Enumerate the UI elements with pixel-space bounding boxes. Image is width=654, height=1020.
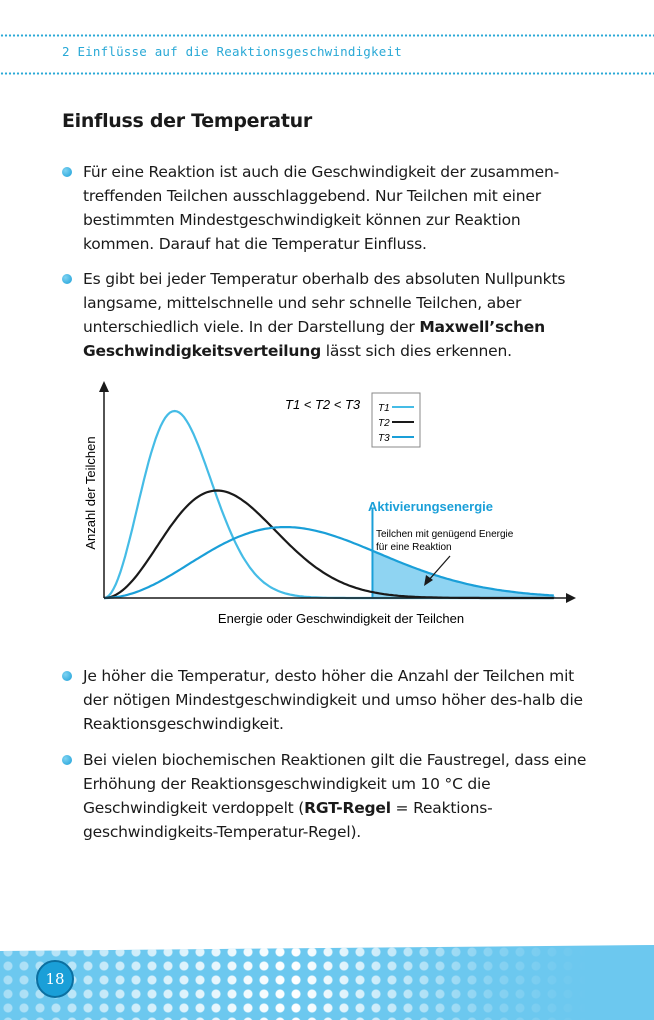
legend-label-T2: T2 <box>378 418 390 429</box>
y-axis-label: Anzahl der Teilchen <box>83 436 98 549</box>
page-number: 18 <box>36 960 74 998</box>
section-heading: Einfluss der Temperatur <box>62 110 312 132</box>
bullet-3: Je höher die Temperatur, desto höher die… <box>62 664 592 736</box>
bullet-1: Für eine Reaktion ist auch die Geschwind… <box>62 160 592 256</box>
annotation-arrowhead <box>424 575 433 586</box>
bullet-4: Bei vielen biochemischen Reaktionen gilt… <box>62 748 592 844</box>
activation-shaded-area <box>372 550 557 598</box>
x-axis-label: Energie oder Geschwindigkeit der Teilche… <box>218 611 464 626</box>
bullet-icon <box>62 755 72 765</box>
legend: T1 T2 T3 <box>378 403 414 444</box>
divider-bottom <box>0 72 654 75</box>
annotation-line2: für eine Reaktion <box>376 542 452 553</box>
bullet-2: Es gibt bei jeder Temperatur oberhalb de… <box>62 267 592 363</box>
annotation-line1: Teilchen mit genügend Energie <box>376 529 514 540</box>
y-axis-arrow <box>99 381 109 392</box>
bullet-icon <box>62 274 72 284</box>
footer-band <box>0 945 654 1020</box>
x-axis-arrow <box>566 593 576 603</box>
legend-label-T3: T3 <box>378 433 390 444</box>
legend-label-T1: T1 <box>378 403 390 414</box>
divider-top <box>0 34 654 37</box>
annotation-arrow <box>427 555 451 582</box>
bullet-icon <box>62 167 72 177</box>
bullet-icon <box>62 671 72 681</box>
running-head: 2 Einflüsse auf die Reaktionsgeschwindig… <box>62 44 402 59</box>
temperature-relation: T1 < T2 < T3 <box>285 397 361 412</box>
activation-label: Aktivierungsenergie <box>368 499 493 514</box>
maxwell-distribution-chart: Energie oder Geschwindigkeit der Teilche… <box>83 381 576 626</box>
curve-T3 <box>104 526 554 600</box>
